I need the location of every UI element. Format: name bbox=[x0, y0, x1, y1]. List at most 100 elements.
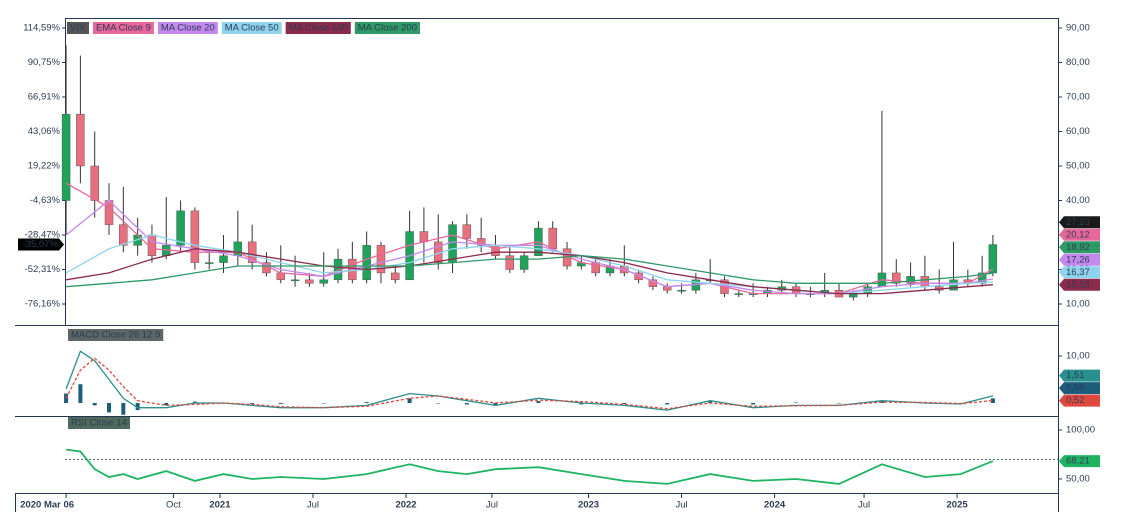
candle-body bbox=[548, 227, 557, 249]
last-value-marker bbox=[1059, 382, 1100, 395]
y2-tick-label: -28,47% bbox=[25, 230, 61, 241]
candle-body bbox=[305, 279, 314, 284]
y-tick-label: 70,00 bbox=[1066, 92, 1090, 103]
candle-body bbox=[362, 245, 371, 281]
candle-body bbox=[190, 210, 200, 263]
histogram-bar bbox=[665, 403, 670, 405]
candle-body bbox=[176, 210, 185, 246]
y2-tick-label: 66,91% bbox=[28, 92, 61, 103]
candle-body bbox=[648, 279, 658, 287]
y-tick-label: 90,00 bbox=[1066, 23, 1090, 34]
y2-tick-label: 90,75% bbox=[28, 57, 61, 68]
last-value-label: 68,21 bbox=[1066, 456, 1090, 467]
x-tick-label: Jul bbox=[675, 500, 687, 511]
histogram-bar bbox=[364, 402, 369, 404]
y2-tick-label: -52,31% bbox=[25, 264, 61, 275]
last-value-marker bbox=[1059, 216, 1100, 229]
y-tick-label: 100,00 bbox=[1066, 424, 1095, 435]
y-tick-label: 60,00 bbox=[1066, 126, 1090, 137]
histogram-bar bbox=[837, 403, 842, 404]
last-value-marker bbox=[1059, 369, 1100, 382]
x-tick-label: 2024 bbox=[764, 500, 786, 511]
candle-body bbox=[734, 293, 744, 295]
panel-title-bg bbox=[68, 417, 130, 429]
y-tick-label: 50,00 bbox=[1066, 473, 1090, 484]
histogram-bar bbox=[192, 401, 197, 404]
candle-body bbox=[90, 165, 99, 201]
last-value-label: 20,12 bbox=[1066, 229, 1090, 240]
candle-body bbox=[448, 224, 457, 263]
y-tick-label: 40,00 bbox=[1066, 195, 1090, 206]
ma-line bbox=[65, 199, 994, 295]
y-tick-label: 80,00 bbox=[1066, 57, 1090, 68]
ma-line bbox=[65, 248, 993, 295]
x-tick-label: Jul bbox=[307, 500, 319, 511]
candle-body bbox=[119, 224, 128, 246]
last-value-label: 15,58 bbox=[1066, 279, 1090, 290]
last-value-marker bbox=[1059, 253, 1100, 266]
candle-body bbox=[290, 279, 300, 282]
histogram-bar bbox=[536, 401, 541, 404]
x-tick-label: 2020 Mar 06 bbox=[20, 500, 74, 511]
signal-line bbox=[65, 357, 993, 410]
last-value-marker bbox=[1059, 394, 1100, 407]
last-value-label: 0,99 bbox=[1066, 383, 1085, 394]
rsi-line bbox=[65, 448, 994, 485]
y-tick-label: 50,00 bbox=[1066, 161, 1090, 172]
candle-body bbox=[920, 276, 930, 287]
last-value-label: 18,92 bbox=[1066, 242, 1090, 253]
last-value-label: 0,52 bbox=[1066, 395, 1085, 406]
last-value-marker bbox=[1059, 228, 1100, 241]
histogram-bar bbox=[708, 400, 713, 404]
candle-body bbox=[319, 279, 328, 284]
last-value-label: 16,37 bbox=[1066, 267, 1090, 278]
histogram-bar bbox=[135, 403, 140, 411]
candle-body bbox=[76, 114, 85, 167]
candle-body bbox=[863, 286, 872, 294]
histogram-bar bbox=[107, 403, 112, 413]
candle-body bbox=[419, 231, 429, 243]
ma-line bbox=[65, 182, 994, 295]
histogram-bar bbox=[250, 403, 255, 404]
last-value-label: 1,51 bbox=[1066, 370, 1085, 381]
y2-tick-label: -4,63% bbox=[30, 195, 61, 206]
histogram-bar bbox=[436, 403, 441, 404]
histogram-bar bbox=[493, 403, 498, 406]
last-value-marker bbox=[1059, 278, 1100, 291]
histogram-bar bbox=[751, 403, 756, 405]
histogram-bar bbox=[794, 402, 799, 404]
y-tick-label: 10,00 bbox=[1066, 351, 1090, 362]
histogram-bar bbox=[278, 403, 283, 404]
x-tick-label: 2021 bbox=[209, 500, 231, 511]
legend-entry-bg bbox=[354, 22, 420, 34]
last-value-marker bbox=[1059, 455, 1100, 468]
histogram-bar bbox=[64, 393, 69, 404]
candle-body bbox=[476, 238, 486, 246]
histogram-bar bbox=[78, 384, 83, 404]
last-value-label: 17,26 bbox=[1066, 254, 1090, 265]
candle-body bbox=[219, 255, 228, 263]
x-tick-label: 2023 bbox=[578, 500, 599, 511]
last-value-marker bbox=[1059, 241, 1100, 254]
candle-body bbox=[247, 241, 257, 263]
candle-body bbox=[892, 272, 901, 284]
ma-line bbox=[66, 255, 993, 288]
last-percent-marker bbox=[18, 238, 64, 251]
panel-title-bg bbox=[68, 329, 164, 341]
legend-entry: MA Close 20 bbox=[161, 23, 215, 34]
histogram-bar bbox=[407, 398, 412, 404]
candle-body bbox=[391, 272, 400, 281]
candle-body bbox=[505, 255, 514, 270]
panel-title: RSI Close 14 bbox=[71, 418, 127, 429]
candle-body bbox=[988, 244, 998, 274]
legend-entry: MA Close 50 bbox=[225, 23, 279, 34]
histogram-bar bbox=[121, 403, 126, 415]
candle-body bbox=[906, 276, 915, 284]
legend-entry-bg bbox=[67, 22, 89, 34]
ma-line bbox=[65, 234, 993, 295]
candle-body bbox=[205, 262, 214, 264]
legend-entry: MA Close 200 bbox=[358, 23, 417, 34]
histogram-bar bbox=[464, 403, 469, 405]
x-tick-label: Jul bbox=[486, 500, 498, 511]
